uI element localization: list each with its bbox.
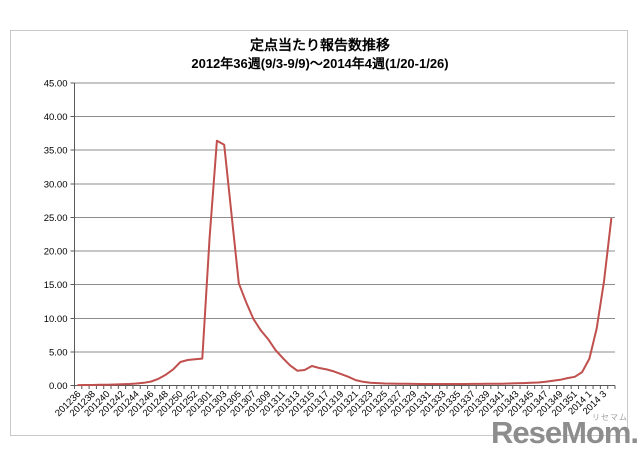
y-tick-label: 40.00 xyxy=(44,112,68,123)
y-tick-label: 15.00 xyxy=(44,280,68,291)
chart-subtitle: 2012年36週(9/3-9/9)～2014年4週(1/20-1/26) xyxy=(191,56,449,71)
y-tick-label: 45.00 xyxy=(44,79,68,90)
chart-title-block: 定点当たり報告数推移 2012年36週(9/3-9/9)～2014年4週(1/2… xyxy=(0,36,640,73)
chart-title: 定点当たり報告数推移 xyxy=(250,37,390,53)
y-tick-label: 10.00 xyxy=(44,314,68,325)
y-tick-label: 30.00 xyxy=(44,179,68,190)
y-tick-label: 20.00 xyxy=(44,247,68,258)
watermark-logo-text: ReseMom. xyxy=(490,415,639,450)
y-tick-label: 5.00 xyxy=(49,347,68,358)
watermark-ruby-label: リセマム xyxy=(592,413,628,422)
y-tick-label: 25.00 xyxy=(44,213,68,224)
watermark: リセマム ReseMom. xyxy=(490,413,639,450)
series-line xyxy=(77,139,613,387)
y-tick-label: 35.00 xyxy=(44,146,68,157)
y-tick-label: 0.00 xyxy=(49,381,68,392)
